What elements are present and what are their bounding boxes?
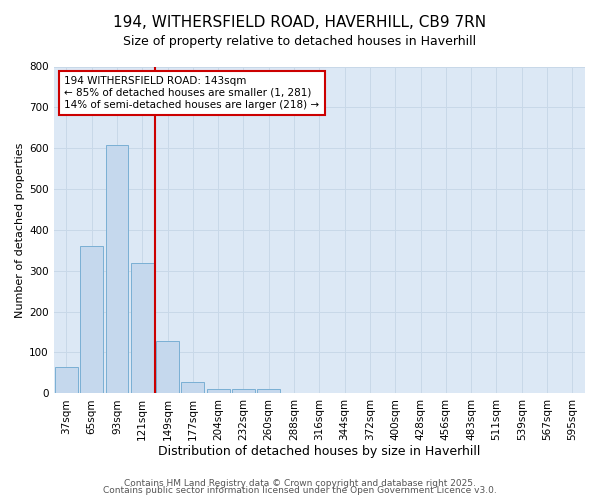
- Bar: [131, 264, 154, 394]
- Bar: [55, 367, 77, 394]
- Bar: [156, 341, 179, 394]
- Text: 194 WITHERSFIELD ROAD: 143sqm
← 85% of detached houses are smaller (1, 281)
14% : 194 WITHERSFIELD ROAD: 143sqm ← 85% of d…: [64, 76, 319, 110]
- Text: 194, WITHERSFIELD ROAD, HAVERHILL, CB9 7RN: 194, WITHERSFIELD ROAD, HAVERHILL, CB9 7…: [113, 15, 487, 30]
- Bar: [207, 390, 230, 394]
- X-axis label: Distribution of detached houses by size in Haverhill: Distribution of detached houses by size …: [158, 444, 481, 458]
- Bar: [181, 382, 204, 394]
- Text: Size of property relative to detached houses in Haverhill: Size of property relative to detached ho…: [124, 35, 476, 48]
- Text: Contains HM Land Registry data © Crown copyright and database right 2025.: Contains HM Land Registry data © Crown c…: [124, 478, 476, 488]
- Bar: [232, 390, 255, 394]
- Bar: [106, 146, 128, 394]
- Text: Contains public sector information licensed under the Open Government Licence v3: Contains public sector information licen…: [103, 486, 497, 495]
- Bar: [80, 246, 103, 394]
- Bar: [257, 390, 280, 394]
- Y-axis label: Number of detached properties: Number of detached properties: [15, 142, 25, 318]
